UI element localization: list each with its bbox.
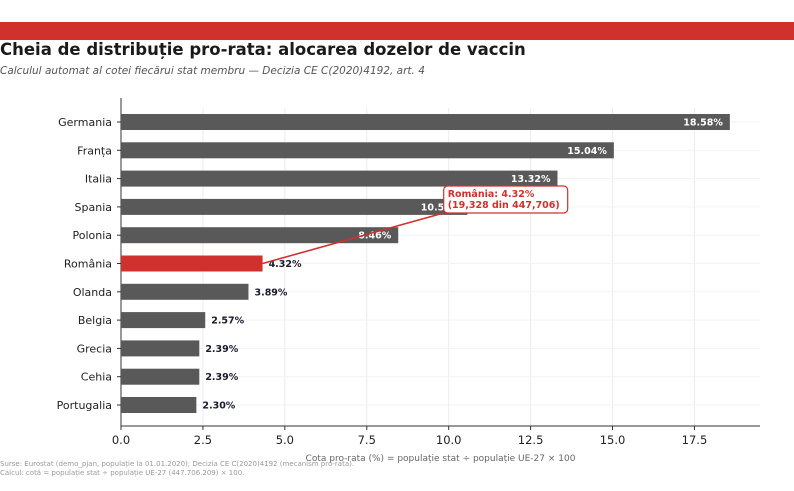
bar-3: [121, 198, 468, 215]
chart-title: Cheia de distribuție pro-rata: alocarea …: [0, 40, 526, 59]
x-axis-label: Cota pro-rata (%) = populație stat ÷ pop…: [306, 454, 576, 464]
value-label-6: 3.89%: [254, 287, 287, 298]
x-tick-label-1: 2.5: [194, 433, 212, 447]
x-tick-label-5: 12.5: [518, 433, 544, 447]
bar-8: [121, 340, 200, 357]
value-label-2: 13.32%: [511, 174, 551, 185]
category-label-1: Franța: [77, 144, 112, 157]
value-label-9: 2.39%: [205, 372, 238, 383]
annotation-box: [443, 185, 569, 214]
category-label-5: România: [64, 258, 112, 271]
category-label-6: Olanda: [73, 286, 112, 299]
bar-9: [121, 368, 200, 385]
category-label-9: Cehia: [81, 371, 112, 384]
annotation-line2: (19,328 din 447,706): [448, 200, 560, 211]
bar-2: [121, 170, 558, 187]
x-tick-label-6: 15.0: [600, 433, 626, 447]
category-label-4: Polonia: [72, 229, 112, 242]
bar-7: [121, 312, 206, 329]
category-label-3: Spania: [75, 201, 112, 214]
value-label-10: 2.30%: [202, 401, 235, 412]
category-label-0: Germania: [58, 116, 112, 129]
x-tick-label-3: 7.5: [358, 433, 376, 447]
category-label-8: Grecia: [77, 342, 112, 355]
footer-source: Surse: Eurostat (demo_pjan, populație la…: [0, 460, 355, 468]
category-label-10: Portugalia: [57, 399, 112, 412]
annotation-arrow: [262, 212, 444, 265]
value-label-3: 10.57%: [421, 202, 461, 213]
value-label-5: 4.32%: [269, 259, 302, 270]
x-tick-label-0: 0.0: [112, 433, 130, 447]
bar-1: [121, 142, 614, 159]
annotation-line1: România: 4.32%: [448, 189, 535, 200]
x-tick-label-2: 5.0: [276, 433, 294, 447]
bar-4: [121, 227, 399, 244]
value-label-7: 2.57%: [211, 316, 244, 327]
top-accent-bar: [0, 22, 794, 40]
footer-calc: Calcul: cotă = populație stat ÷ populați…: [0, 469, 245, 477]
value-label-0: 18.58%: [683, 118, 723, 129]
bar-6: [121, 283, 249, 300]
category-label-7: Belgia: [78, 314, 112, 327]
bar-0: [121, 114, 730, 130]
value-label-1: 15.04%: [567, 146, 607, 157]
bar-5: [121, 255, 263, 272]
x-tick-label-4: 10.0: [436, 433, 462, 447]
x-tick-label-7: 17.5: [682, 433, 708, 447]
value-label-4: 8.46%: [358, 231, 391, 242]
bar-10: [121, 397, 197, 413]
value-label-8: 2.39%: [205, 344, 238, 355]
category-label-2: Italia: [85, 173, 112, 186]
chart-subtitle: Calculul automat al cotei fiecărui stat …: [0, 65, 425, 77]
